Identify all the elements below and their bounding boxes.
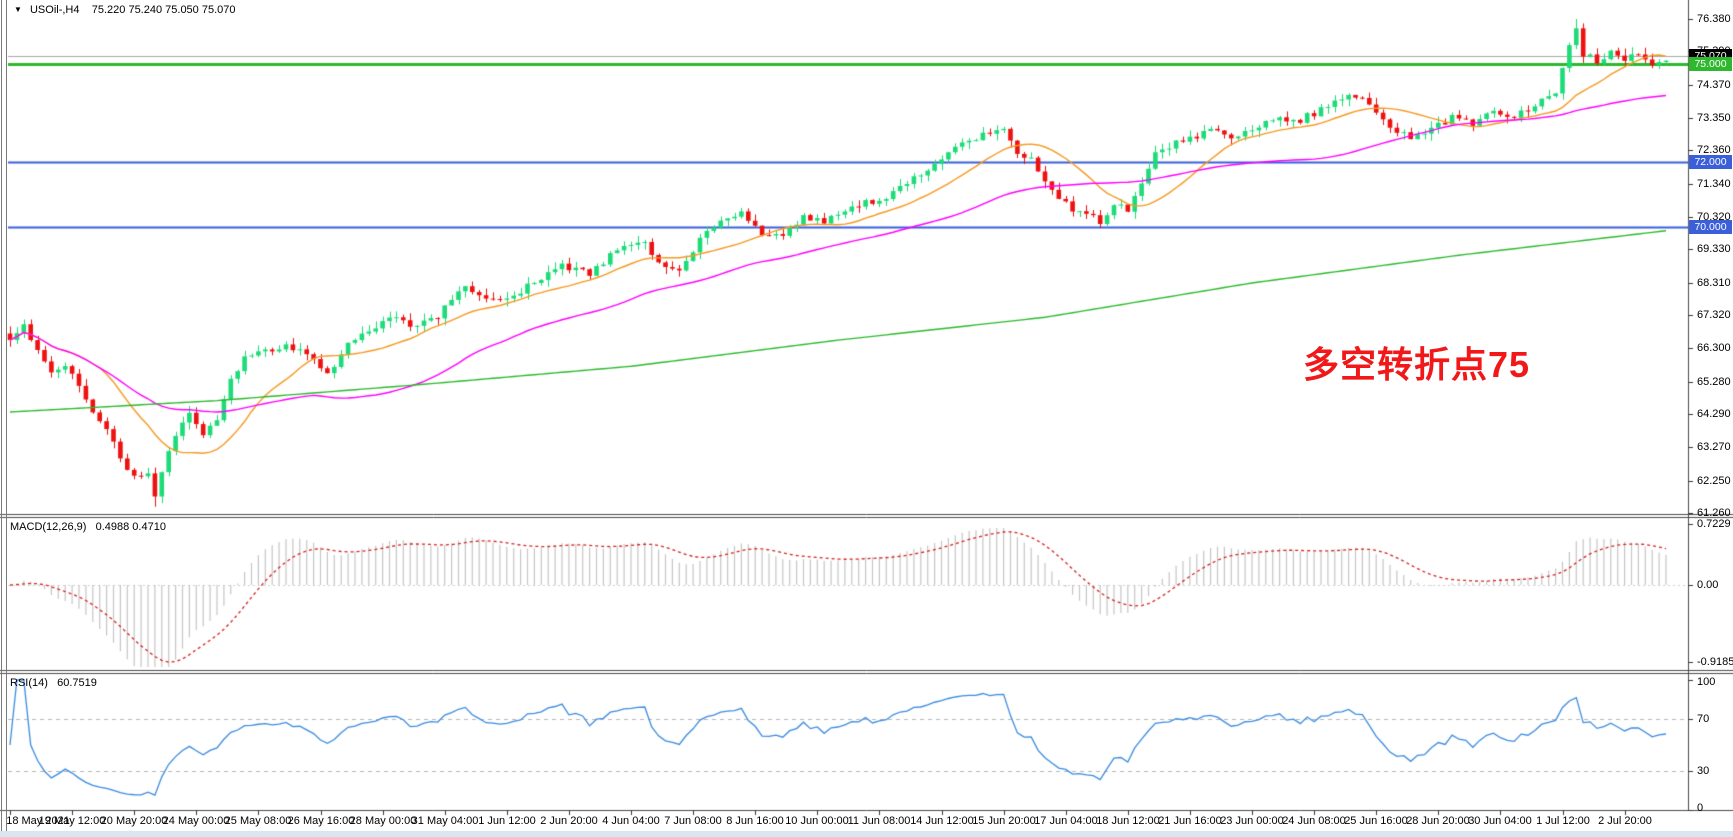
price-axis-label: 64.290 (1697, 408, 1731, 420)
time-axis-label: 2 Jun 20:00 (540, 815, 598, 827)
price-level-badge-75[interactable]: 75.000 (1689, 57, 1732, 71)
price-axis-label: 69.330 (1697, 243, 1731, 255)
rsi-indicator-label: RSI(14) 60.7519 (10, 677, 97, 689)
rsi-panel[interactable] (8, 674, 1688, 810)
macd-panel[interactable] (8, 518, 1688, 668)
macd-axis-label: 0.7229 (1697, 518, 1731, 530)
time-axis-label: 19 May 12:00 (38, 815, 106, 827)
time-axis-label: 2 Jul 20:00 (1598, 815, 1652, 827)
price-axis-label: 63.270 (1697, 441, 1731, 453)
time-axis-label: 4 Jun 04:00 (602, 815, 660, 827)
time-axis-label: 8 Jun 16:00 (726, 815, 784, 827)
time-axis-label: 21 Jun 16:00 (1158, 815, 1222, 827)
price-axis-label: 61.260 (1697, 507, 1731, 519)
rsi-axis-label: 70 (1697, 713, 1710, 725)
time-axis-label: 11 Jun 08:00 (847, 815, 911, 827)
price-axis-label: 74.370 (1697, 79, 1731, 91)
main-chart-panel[interactable] (8, 0, 1688, 514)
price-axis-label: 66.300 (1697, 342, 1731, 354)
window-bottom-strip (0, 831, 1733, 837)
time-axis-label: 1 Jul 12:00 (1536, 815, 1590, 827)
price-level-badge-70[interactable]: 70.000 (1689, 220, 1732, 234)
price-level-badge-72[interactable]: 72.000 (1689, 155, 1732, 169)
price-axis-label: 68.310 (1697, 277, 1731, 289)
time-axis-label: 1 Jun 12:00 (478, 815, 536, 827)
price-axis-label: 67.320 (1697, 309, 1731, 321)
time-axis-label: 30 Jun 04:00 (1468, 815, 1532, 827)
macd-indicator-label: MACD(12,26,9) 0.4988 0.4710 (10, 521, 166, 533)
macd-axis-label: -0.9185 (1697, 656, 1733, 668)
price-axis-label: 71.340 (1697, 178, 1731, 190)
time-axis-label: 7 Jun 08:00 (664, 815, 722, 827)
macd-axis-label: 0.00 (1697, 579, 1719, 591)
symbol-ohlc-values: 75.220 75.240 75.050 75.070 (91, 4, 236, 16)
time-axis-label: 25 Jun 16:00 (1344, 815, 1408, 827)
rsi-axis-label: 100 (1697, 676, 1716, 688)
time-axis-label: 31 May 04:00 (411, 815, 479, 827)
time-axis-label: 15 Jun 20:00 (972, 815, 1036, 827)
time-axis-label: 23 Jun 00:00 (1220, 815, 1284, 827)
time-axis-label: 24 Jun 08:00 (1282, 815, 1346, 827)
price-axis-label: 62.250 (1697, 475, 1731, 487)
macd-indicator-values: 0.4988 0.4710 (95, 521, 166, 533)
time-axis-label: 17 Jun 04:00 (1034, 815, 1098, 827)
price-axis-label: 73.350 (1697, 112, 1731, 124)
window-left-border (1, 0, 2, 831)
time-axis-label: 25 May 08:00 (224, 815, 292, 827)
rsi-indicator-value: 60.7519 (57, 677, 97, 689)
time-axis-label: 18 Jun 12:00 (1096, 815, 1160, 827)
price-axis-label: 76.380 (1697, 13, 1731, 25)
time-axis-label: 20 May 20:00 (100, 815, 168, 827)
rsi-axis-label: 0 (1697, 802, 1704, 814)
time-axis-label: 26 May 16:00 (287, 815, 355, 827)
time-axis-label: 14 Jun 12:00 (910, 815, 974, 827)
price-axis-label: 65.280 (1697, 376, 1731, 388)
time-axis-label: 10 Jun 00:00 (785, 815, 849, 827)
time-axis-label: 28 May 00:00 (349, 815, 417, 827)
symbol-dropdown-icon[interactable]: ▼ (14, 5, 22, 14)
window-left-border-inner (6, 0, 7, 831)
symbol-name: USOil-,H4 (29, 4, 80, 16)
time-axis-label: 18 May 2021 (6, 815, 70, 827)
time-axis-label: 28 Jun 20:00 (1406, 815, 1470, 827)
chart-text-annotation: 多空转折点75 (1303, 344, 1531, 385)
price-axis-label: 72.360 (1697, 144, 1731, 156)
symbol-ohlc-line: ▼ USOil-,H4 75.220 75.240 75.050 75.070 (14, 4, 236, 16)
time-axis-label: 24 May 00:00 (162, 815, 230, 827)
rsi-axis-label: 30 (1697, 765, 1710, 777)
